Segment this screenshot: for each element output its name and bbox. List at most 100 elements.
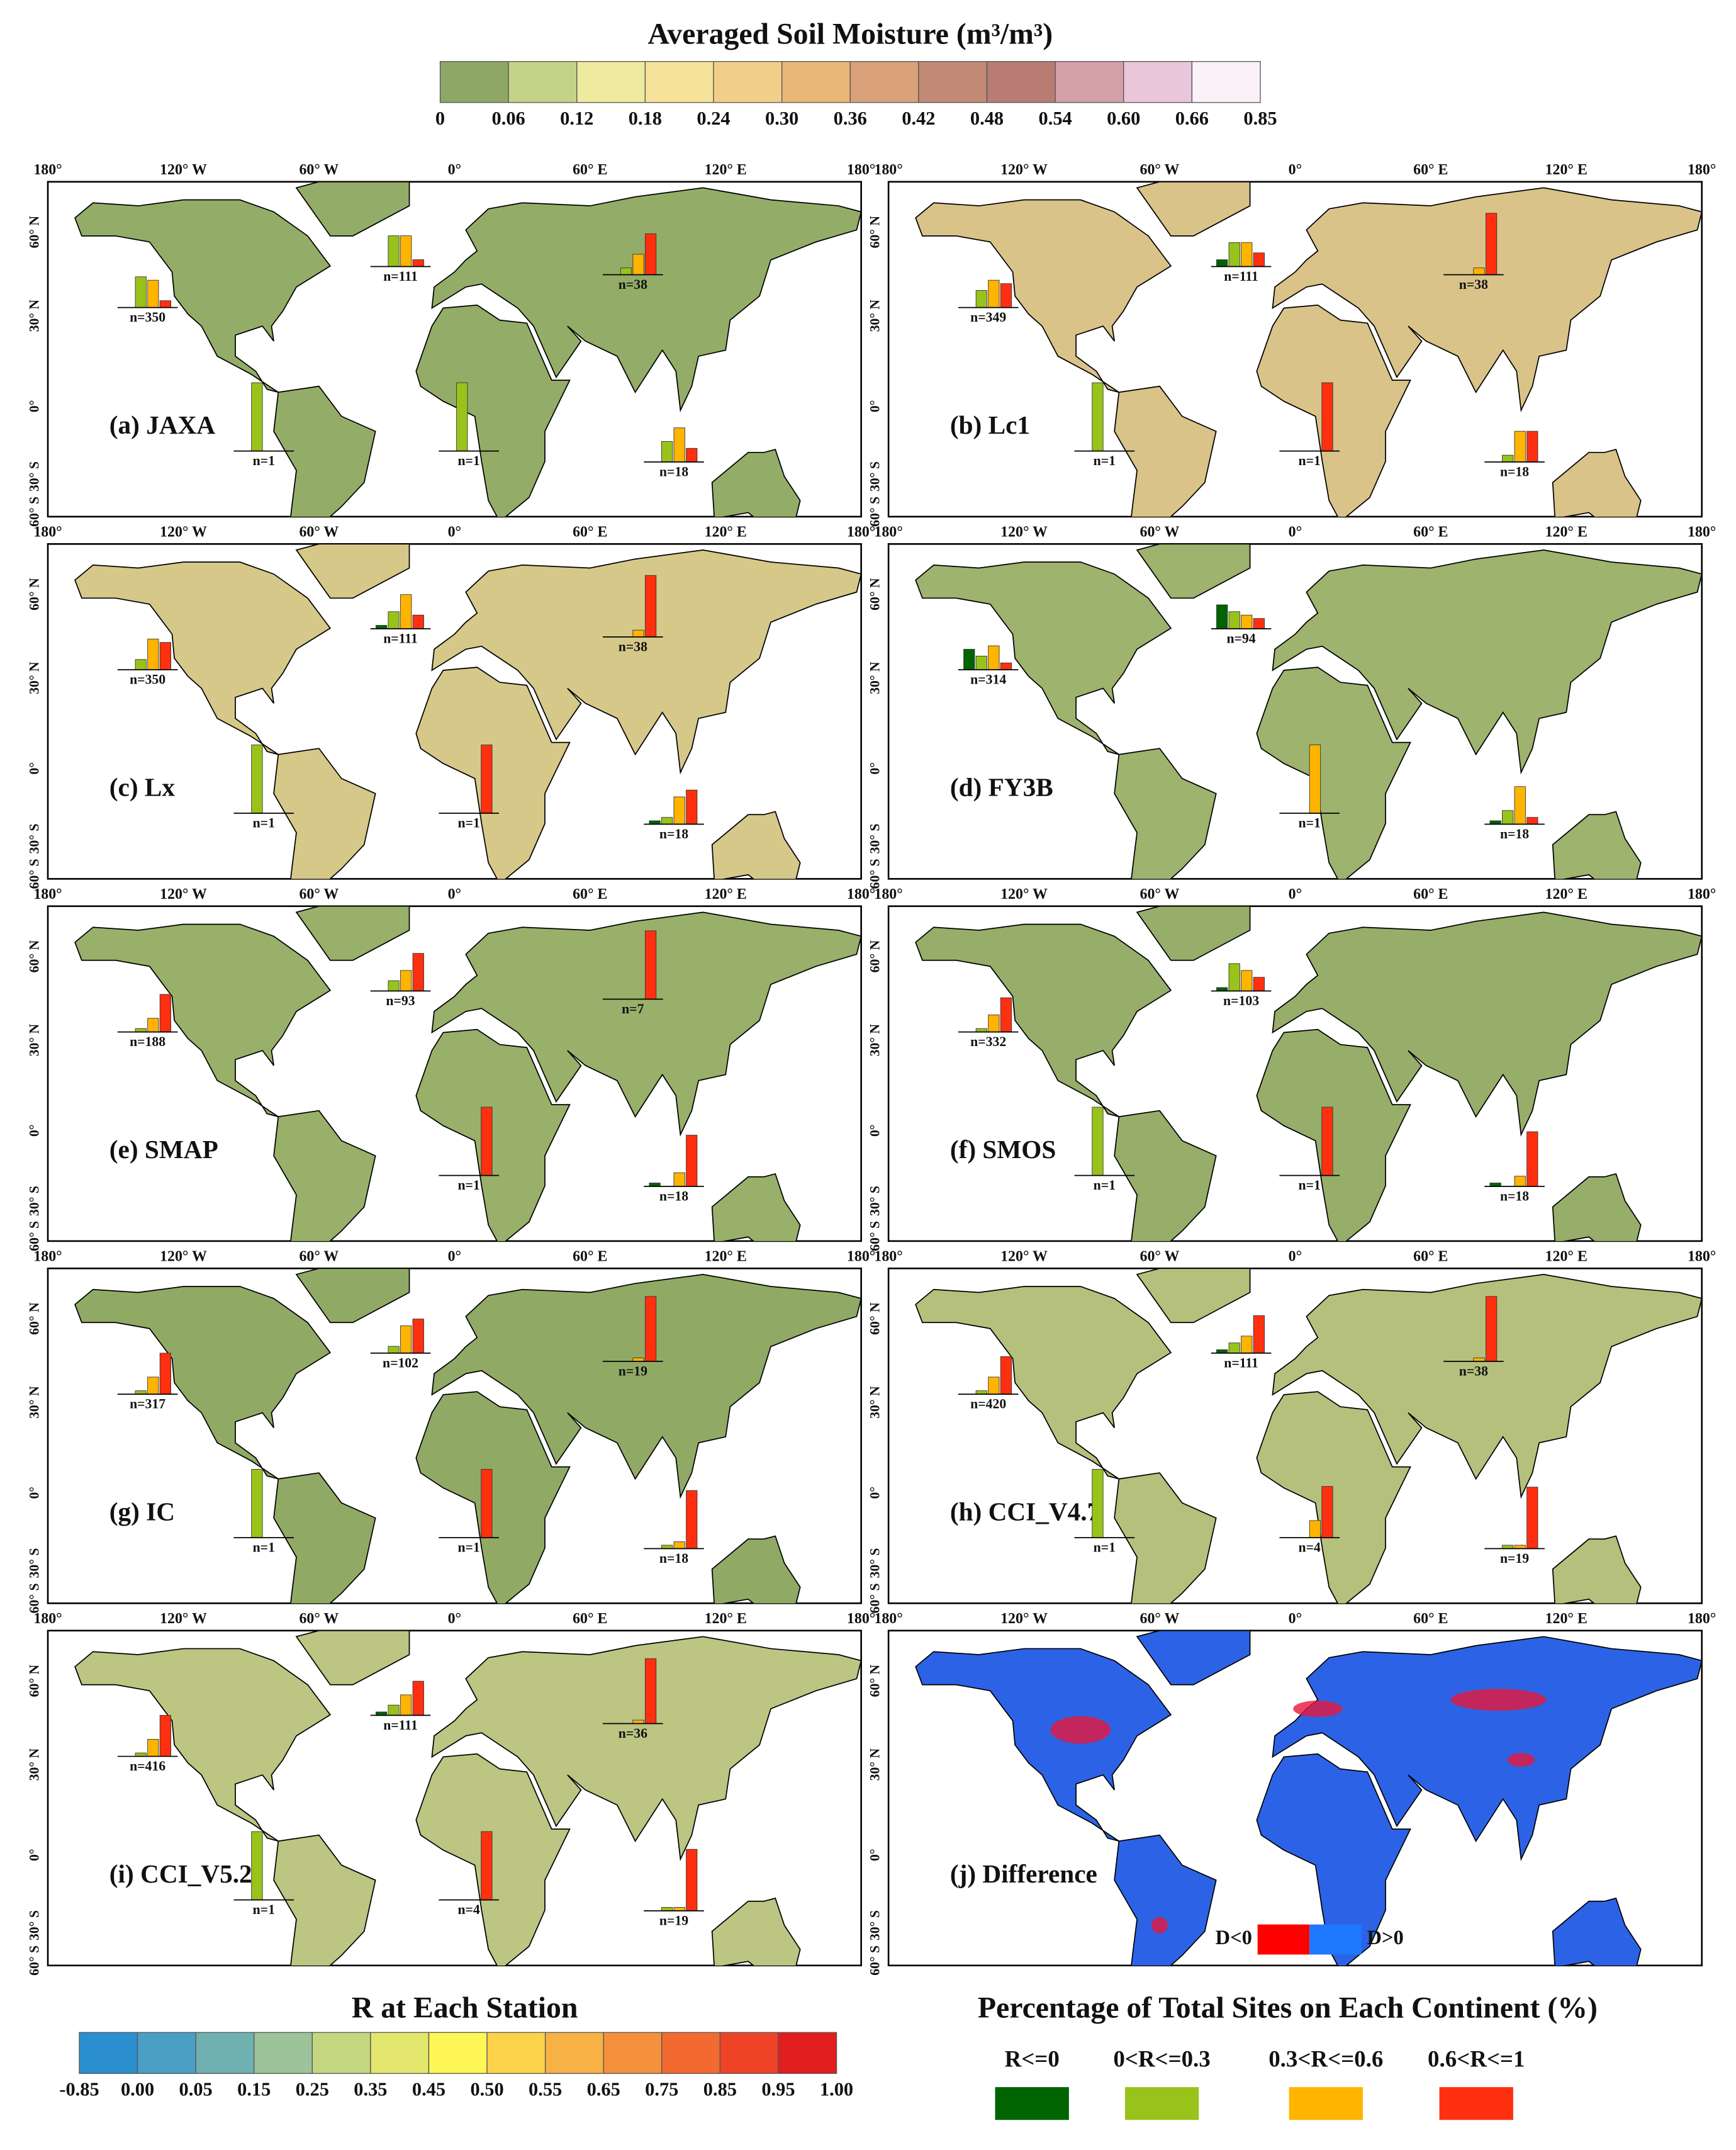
inset-bar xyxy=(686,789,698,825)
inset-bar xyxy=(644,233,657,275)
continent xyxy=(431,1273,861,1499)
map xyxy=(74,1630,861,1966)
lon-label: 120° E xyxy=(705,162,747,178)
continent xyxy=(74,1648,332,1842)
inset-count: n=19 xyxy=(619,1363,647,1378)
continent xyxy=(1552,1897,1642,1966)
inset-bar xyxy=(686,1135,698,1187)
inset-count: n=18 xyxy=(1500,464,1529,479)
inset-bar xyxy=(135,276,147,308)
colorbar-tick-label: 0.36 xyxy=(834,108,867,129)
lon-label: 0° xyxy=(1289,524,1302,540)
legend-label: 0<R<=0.3 xyxy=(1113,2046,1210,2071)
lon-label: 120° E xyxy=(705,1611,747,1627)
lat-label: 60° N xyxy=(868,578,883,611)
inset-count: n=18 xyxy=(1500,826,1529,841)
inset-bar xyxy=(1253,977,1265,991)
inset-bar xyxy=(1241,242,1253,267)
lon-label: 180° xyxy=(874,1248,902,1264)
colorbar-tick-label: 0.35 xyxy=(354,2079,387,2100)
legend-label: 0.3<R<=0.6 xyxy=(1268,2046,1383,2071)
lat-label: 30° S xyxy=(26,1910,42,1940)
continent xyxy=(1114,1472,1217,1604)
continent xyxy=(915,1648,1172,1842)
lon-label: 0° xyxy=(448,1611,462,1627)
inset-bar xyxy=(1526,431,1538,463)
lon-label: 120° W xyxy=(160,524,207,540)
inset-bar xyxy=(159,300,171,308)
lat-label: 60° N xyxy=(868,1302,883,1335)
continent xyxy=(1272,911,1702,1137)
inset-bar xyxy=(1253,252,1265,267)
legend-label: 0.6<R<=1 xyxy=(1428,2046,1525,2071)
colorbar-title: Averaged Soil Moisture (m³/m³) xyxy=(647,18,1053,51)
inset-bar xyxy=(644,1296,657,1362)
inset-bar xyxy=(147,1376,159,1395)
lon-label: 180° xyxy=(874,1611,902,1627)
inset-bar xyxy=(159,642,171,670)
colorbar-swatch xyxy=(439,61,509,103)
colorbar-swatch xyxy=(254,2032,313,2074)
lon-label: 60° E xyxy=(573,1248,607,1264)
colorbar-swatch xyxy=(370,2032,430,2074)
inset-count: n=19 xyxy=(659,1913,688,1928)
patch xyxy=(1507,1753,1535,1767)
inset-bar xyxy=(673,1172,685,1187)
continent xyxy=(1552,448,1642,517)
continent xyxy=(431,187,861,413)
inset-count: n=111 xyxy=(1224,269,1258,284)
panel-label: (c) Lx xyxy=(109,773,176,802)
inset-count: n=36 xyxy=(619,1726,647,1741)
lon-label: 60° W xyxy=(299,886,339,903)
colorbar-title: R at Each Station xyxy=(352,1991,578,2024)
map xyxy=(915,1630,1702,1966)
lon-label: 180° xyxy=(1688,524,1716,540)
lon-label: 60° E xyxy=(1413,1248,1448,1264)
inset-count: n=93 xyxy=(386,993,415,1008)
lat-label: 30° N xyxy=(868,661,883,694)
colorbar-tick-label: 0.85 xyxy=(1243,108,1277,129)
lon-label: 180° xyxy=(1688,1248,1716,1264)
colorbar-swatch xyxy=(195,2032,255,2074)
lat-label: 60° S xyxy=(26,497,42,527)
colorbar-swatch xyxy=(1055,61,1124,103)
colorbar-tick-label: -0.85 xyxy=(59,2079,99,2100)
lon-label: 60° W xyxy=(299,1611,339,1627)
lat-label: 30° S xyxy=(868,1548,883,1579)
inset-bar xyxy=(988,1376,1000,1395)
inset-count: n=349 xyxy=(970,310,1006,325)
legend-swatch xyxy=(1257,1924,1310,1955)
inset-bar xyxy=(1309,1520,1321,1538)
colorbar-tick-label: 0.75 xyxy=(645,2079,678,2100)
lon-label: 60° W xyxy=(299,524,339,540)
lat-label: 30° S xyxy=(26,1548,42,1579)
inset-count: n=1 xyxy=(1094,1178,1116,1193)
inset-bar xyxy=(159,1353,171,1395)
colorbar-tick-label: 0.12 xyxy=(560,108,593,129)
legend-label: D<0 xyxy=(1216,1927,1252,1949)
colorbar-tick-label: 0.42 xyxy=(902,108,935,129)
inset-count: n=1 xyxy=(457,815,479,830)
inset-bar xyxy=(1253,1315,1265,1354)
colorbar-tick-label: 0.48 xyxy=(970,108,1004,129)
lon-label: 60° W xyxy=(1140,1248,1180,1264)
lon-label: 120° W xyxy=(1000,1248,1048,1264)
inset-bar xyxy=(388,980,400,991)
lat-label: 30° S xyxy=(26,1186,42,1216)
lat-label: 30° S xyxy=(868,824,883,854)
inset-count: n=102 xyxy=(383,1355,418,1370)
lat-label: 30° S xyxy=(26,461,42,492)
colorbar-tick-label: 0.24 xyxy=(697,108,730,129)
continent xyxy=(273,1472,376,1604)
continent xyxy=(74,561,332,755)
inset-count: n=111 xyxy=(383,269,418,284)
lon-label: 60° E xyxy=(1413,524,1448,540)
lon-label: 0° xyxy=(448,524,462,540)
inset-bar xyxy=(1514,786,1526,825)
lon-label: 180° xyxy=(1688,886,1716,903)
inset-bar xyxy=(686,447,698,463)
inset-bar xyxy=(661,441,673,463)
inset-bar xyxy=(644,930,657,999)
continent xyxy=(1256,1028,1411,1241)
